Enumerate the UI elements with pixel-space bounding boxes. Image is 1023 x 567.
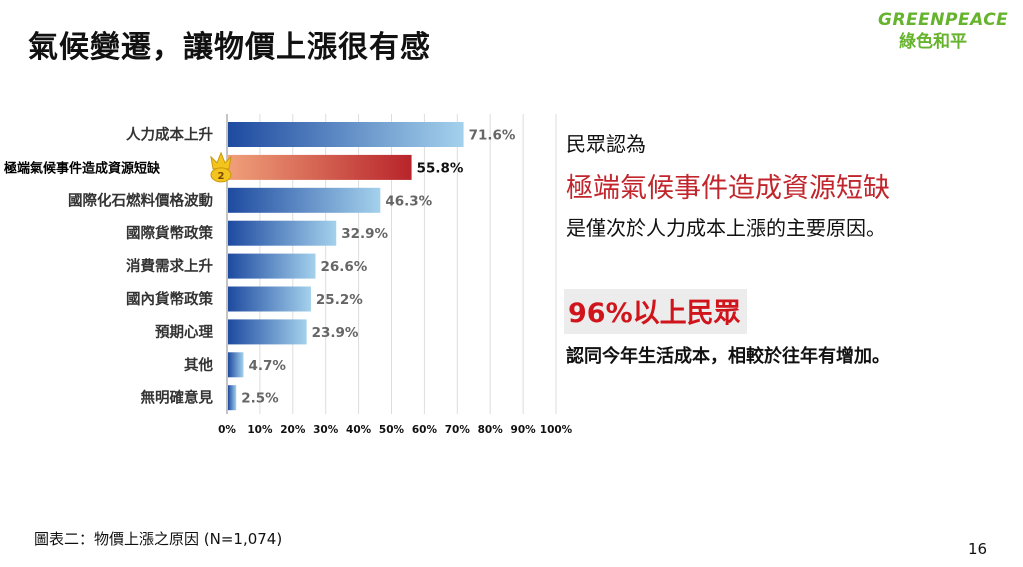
chart-labels: 0% 10% 20% 30% 40% 50% 60% 70% 80% 90% 100% 人力成本上升 7…	[3, 126, 573, 437]
x-tick-label: 50%	[379, 424, 405, 436]
x-tick-label: 0%	[218, 424, 236, 436]
callout-conclusion: 是僅次於人力成本上漲的主要原因。	[566, 216, 886, 240]
category-label: 消費需求上升	[126, 257, 213, 275]
x-tick-label: 20%	[280, 424, 306, 436]
page-title: 氣候變遷，讓物價上漲很有感	[28, 30, 431, 65]
x-tick-label: 100%	[540, 424, 573, 436]
page-number: 16	[968, 540, 988, 558]
category-label-highlight: 極端氣候事件造成資源短缺	[3, 160, 161, 176]
logo-text-zh: 綠色和平	[899, 32, 967, 52]
value-label: 23.9%	[312, 325, 359, 341]
bar	[228, 253, 316, 279]
category-label: 國際化石燃料價格波動	[68, 191, 213, 209]
bar-highlight	[228, 154, 412, 180]
bar	[228, 352, 244, 378]
value-label: 26.6%	[321, 259, 368, 275]
bar	[228, 319, 307, 345]
category-label: 其他	[184, 356, 213, 374]
bar-chart: 0% 10% 20% 30% 40% 50% 60% 70% 80% 90% 100% 人力成本上升 7…	[3, 114, 573, 437]
badge-circle	[210, 167, 232, 183]
value-label: 2.5%	[241, 391, 279, 407]
value-label: 25.2%	[316, 292, 363, 308]
stat-headline: 96%以上民眾	[564, 289, 747, 334]
callout-highlight: 極端氣候事件造成資源短缺	[566, 173, 890, 204]
category-label: 無明確意見	[141, 389, 214, 407]
logo-text-en: GREENPEACE	[878, 10, 1009, 30]
x-tick-label: 10%	[247, 424, 273, 436]
bar	[228, 220, 337, 246]
bar	[228, 122, 464, 147]
x-tick-label: 80%	[478, 424, 504, 436]
stat-description: 認同今年生活成本，相較於往年有增加。	[566, 346, 890, 367]
crown-badge-icon: 2	[210, 151, 232, 183]
value-label: 32.9%	[341, 226, 388, 242]
bar	[228, 187, 381, 213]
bar	[228, 385, 237, 411]
x-tick-label: 40%	[346, 424, 372, 436]
category-label: 國內貨幣政策	[126, 290, 213, 308]
x-tick-label: 90%	[511, 424, 537, 436]
x-tick-label: 30%	[313, 424, 339, 436]
category-label: 人力成本上升	[126, 126, 213, 144]
callout-intro: 民眾認為	[566, 132, 646, 156]
chart-bars	[228, 122, 464, 411]
x-tick-label: 60%	[412, 424, 438, 436]
value-label: 46.3%	[385, 193, 432, 209]
value-label: 71.6%	[469, 128, 516, 144]
greenpeace-logo: GREENPEACE 綠色和平	[878, 10, 1009, 52]
chart-caption: 圖表二：物價上漲之原因 (N=1,074)	[34, 530, 283, 548]
category-label: 國際貨幣政策	[126, 224, 213, 242]
category-label: 預期心理	[155, 323, 213, 341]
badge-rank-label: 2	[218, 171, 225, 182]
value-label: 55.8%	[417, 160, 464, 176]
value-label: 4.7%	[248, 358, 286, 374]
bar	[228, 286, 311, 312]
x-tick-label: 70%	[445, 424, 471, 436]
